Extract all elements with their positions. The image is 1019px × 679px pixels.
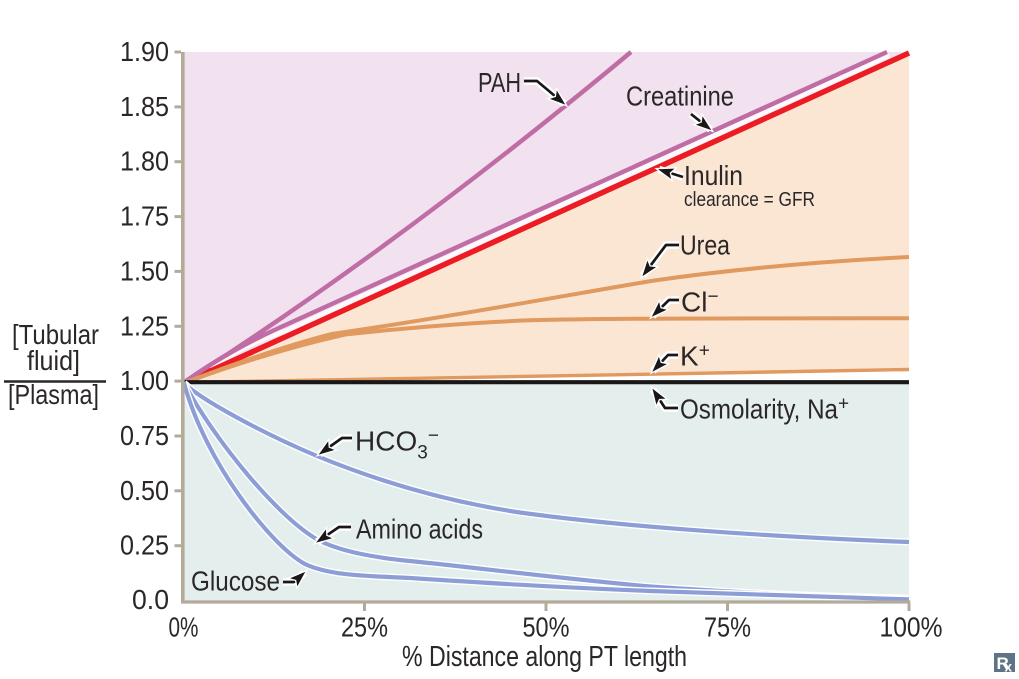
- svg-text:[Tubular: [Tubular: [12, 319, 99, 350]
- svg-text:1.25: 1.25: [120, 310, 169, 341]
- svg-text:[Plasma]: [Plasma]: [8, 379, 99, 410]
- svg-text:1.80: 1.80: [120, 146, 169, 177]
- svg-text:0.50: 0.50: [120, 475, 169, 506]
- svg-text:clearance = GFR: clearance = GFR: [684, 188, 815, 211]
- svg-text:Creatinine: Creatinine: [626, 81, 734, 112]
- svg-text:Osmolarity, Na: Osmolarity, Na: [680, 394, 838, 425]
- svg-text:1.85: 1.85: [120, 91, 169, 122]
- svg-text:100%: 100%: [880, 612, 943, 643]
- svg-text:25%: 25%: [341, 612, 388, 643]
- svg-text:R: R: [997, 654, 1009, 673]
- svg-text:Amino acids: Amino acids: [356, 514, 483, 545]
- svg-text:Glucose: Glucose: [191, 566, 280, 597]
- svg-text:0.0: 0.0: [132, 584, 169, 615]
- svg-text:+: +: [838, 394, 849, 415]
- svg-text:0%: 0%: [169, 612, 199, 643]
- svg-text:fluid]: fluid]: [27, 345, 80, 376]
- svg-text:1.90: 1.90: [120, 36, 169, 67]
- svg-text:% Distance along PT length: % Distance along PT length: [402, 641, 687, 673]
- svg-text:1.75: 1.75: [120, 201, 169, 232]
- svg-text:x: x: [1005, 660, 1013, 675]
- svg-text:1.50: 1.50: [120, 255, 169, 286]
- svg-text:50%: 50%: [523, 612, 570, 643]
- svg-text:75%: 75%: [704, 612, 751, 643]
- svg-text:1.00: 1.00: [120, 365, 169, 396]
- svg-text:0.25: 0.25: [120, 530, 169, 561]
- svg-text:Urea: Urea: [680, 230, 730, 261]
- svg-text:PAH: PAH: [478, 67, 521, 98]
- svg-text:Cl−: Cl−: [681, 287, 719, 318]
- svg-text:0.75: 0.75: [120, 420, 169, 451]
- svg-text:Inulin: Inulin: [684, 160, 743, 191]
